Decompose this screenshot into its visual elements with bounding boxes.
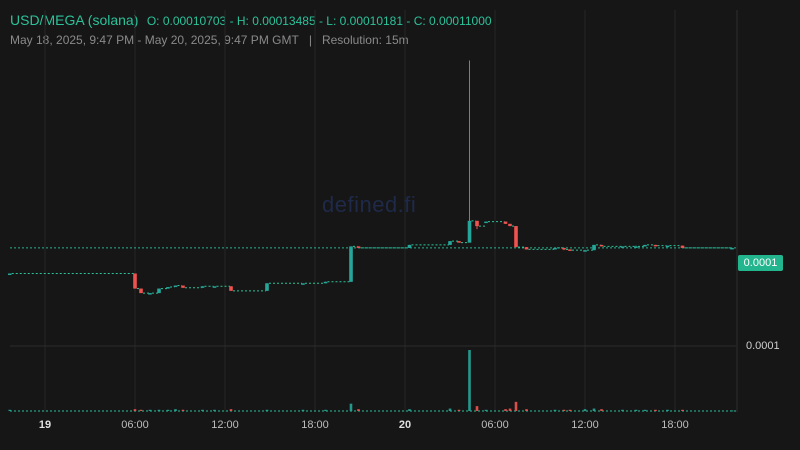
volume-bar xyxy=(324,409,327,411)
volume-bar xyxy=(157,409,161,411)
candle-body xyxy=(568,249,572,251)
x-tick-label: 12:00 xyxy=(571,419,599,431)
candle-body xyxy=(514,226,518,248)
candle-body xyxy=(148,293,152,295)
candle-body xyxy=(730,247,734,250)
candle-body xyxy=(475,220,479,227)
candle-body xyxy=(592,244,596,251)
volume-bar xyxy=(8,409,12,411)
candle-body xyxy=(634,246,638,248)
volume-bar xyxy=(174,409,177,411)
candle-body xyxy=(173,285,178,288)
volume-bar xyxy=(475,406,479,411)
candle-body xyxy=(620,246,625,248)
last-price-badge: 0.0001 xyxy=(738,255,783,271)
candle-body xyxy=(200,286,205,288)
candle-body xyxy=(166,287,170,289)
volume-bar xyxy=(265,409,269,411)
volume-bar xyxy=(525,409,528,411)
candle-body xyxy=(356,246,361,248)
volume-bar xyxy=(583,409,587,411)
date-range: May 18, 2025, 9:47 PM - May 20, 2025, 9:… xyxy=(10,33,299,47)
candle-body xyxy=(448,241,452,245)
candle-body xyxy=(553,247,557,250)
candle-body xyxy=(508,223,512,227)
candle-body xyxy=(643,244,647,247)
volume-bar xyxy=(181,409,185,411)
candle-body xyxy=(212,286,217,288)
candle-body xyxy=(349,246,353,282)
candle-body xyxy=(562,247,566,250)
volume-bar xyxy=(201,409,204,411)
volume-bar xyxy=(654,409,657,411)
chart-subheader: May 18, 2025, 9:47 PM - May 20, 2025, 9:… xyxy=(10,33,409,47)
volume-bar xyxy=(568,409,572,411)
candle-body xyxy=(229,286,233,291)
x-tick-label: 19 xyxy=(38,419,52,431)
price-axis-label: 0.0001 xyxy=(746,340,780,352)
volume-bar xyxy=(681,409,684,411)
volume-bar xyxy=(592,408,596,411)
x-tick-label: 12:00 xyxy=(211,419,239,431)
candle-body xyxy=(680,245,685,248)
pair-title: USD/MEGA (solana) xyxy=(10,12,139,28)
candle-body xyxy=(133,273,137,289)
candle-body xyxy=(181,285,185,288)
x-tick-label: 06:00 xyxy=(121,419,149,431)
x-tick-label: 20 xyxy=(398,419,412,431)
candle-body xyxy=(653,244,658,247)
volume-bar xyxy=(133,409,137,411)
candle-body xyxy=(583,250,587,252)
volume-bar xyxy=(514,401,518,411)
volume-bar xyxy=(553,409,557,411)
x-tick-label: 18:00 xyxy=(301,419,329,431)
volume-bar xyxy=(600,409,603,411)
volume-bar xyxy=(408,409,411,411)
candle-body xyxy=(524,247,529,250)
volume-bar xyxy=(508,408,512,411)
volume-bar xyxy=(349,403,353,411)
volume-bar xyxy=(643,409,647,411)
volume-bar xyxy=(229,409,233,411)
candle-body xyxy=(599,244,604,247)
volume-bar xyxy=(448,408,452,411)
separator: | xyxy=(308,33,312,47)
volume-bar xyxy=(562,409,566,411)
candle-body xyxy=(457,241,461,243)
volume-bar xyxy=(468,350,471,411)
volume-bar xyxy=(139,409,143,411)
volume-bar xyxy=(357,409,360,411)
candle-body xyxy=(665,245,670,248)
candle-body xyxy=(7,273,12,276)
volume-bar xyxy=(634,409,638,411)
volume-bar xyxy=(730,410,734,412)
volume-bar xyxy=(457,409,461,411)
volume-bar xyxy=(504,409,507,411)
candle-body xyxy=(157,288,161,294)
volume-bar xyxy=(621,409,624,411)
candle-body xyxy=(323,281,328,284)
volume-bar xyxy=(166,409,170,411)
volume-bar xyxy=(213,409,216,411)
x-tick-label: 18:00 xyxy=(661,419,689,431)
candle-body xyxy=(301,283,305,285)
volume-bar xyxy=(148,409,152,411)
candle-body xyxy=(503,221,508,224)
candle-body xyxy=(139,288,143,294)
candle-body xyxy=(407,244,412,248)
volume-bar xyxy=(301,409,305,411)
candle-body xyxy=(265,283,269,291)
volume-bar xyxy=(666,409,669,411)
candle-body xyxy=(467,220,472,243)
candle-body xyxy=(484,221,488,224)
resolution-label: Resolution: 15m xyxy=(321,33,409,47)
volume-bar xyxy=(484,409,488,411)
x-tick-label: 06:00 xyxy=(481,419,509,431)
watermark-logo: defined.fi xyxy=(322,192,417,217)
